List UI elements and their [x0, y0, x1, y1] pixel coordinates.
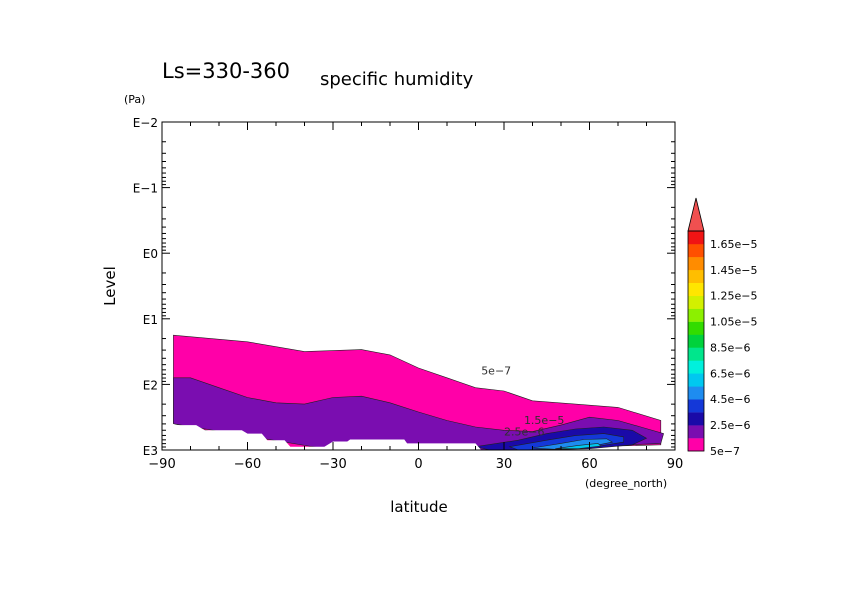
colorbar-label: 8.5e−6 [710, 342, 750, 355]
x-tick-label: 60 [581, 457, 598, 472]
colorbar-swatch [688, 412, 704, 426]
x-axis-unit: (degree_north) [585, 477, 667, 490]
chart-title-sub: specific humidity [320, 69, 474, 90]
colorbar-label: 1.25e−5 [710, 290, 757, 303]
colorbar-swatch [688, 269, 704, 283]
contour-label: 2.5e−6 [504, 426, 544, 439]
chart-title-main: Ls=330-360 [162, 59, 290, 83]
colorbar-swatch [688, 399, 704, 413]
colorbar: 5e−7 2.5e−6 4.5e−6 6.5e−6 8.5e−6 1.05e−5 1.25e… [687, 197, 757, 458]
contour-labels: 5e−7 1.5e−52.5e−6 [481, 365, 564, 439]
y-tick-label: E3 [143, 444, 158, 458]
colorbar-swatch [688, 373, 704, 387]
y-axis-label: Level [101, 266, 119, 306]
colorbar-label: 2.5e−6 [710, 419, 750, 432]
colorbar-swatch [688, 295, 704, 309]
colorbar-swatch [688, 438, 704, 452]
y-tick-label: E2 [143, 378, 158, 392]
x-tick-label: 0 [414, 457, 422, 472]
colorbar-swatch [688, 347, 704, 361]
colorbar-swatch [688, 282, 704, 296]
colorbar-label: 6.5e−6 [710, 367, 750, 380]
colorbar-swatch [688, 231, 704, 245]
colorbar-swatch [688, 425, 704, 439]
colorbar-frame [687, 230, 705, 452]
below-surface [173, 423, 482, 450]
colorbar-swatch [688, 256, 704, 271]
y-tick-label: E0 [143, 247, 158, 261]
colorbar-swatch [688, 308, 704, 322]
colorbar-swatch [688, 243, 704, 258]
colorbar-swatch [688, 360, 704, 374]
y-tick-label: E−2 [133, 116, 158, 130]
contour-regions [173, 334, 664, 451]
y-tick-label: E−1 [133, 182, 158, 196]
colorbar-swatch [688, 386, 704, 400]
colorbar-label: 1.65e−5 [710, 238, 757, 251]
axis-ticks: −90 −60 −30 0 30 60 90 E−2 E−1 E0 E1 E2 E3 [133, 116, 684, 472]
x-tick-label: −60 [234, 457, 261, 472]
colorbar-swatch [688, 334, 704, 348]
x-tick-label: −90 [148, 457, 175, 472]
colorbar-label: 1.45e−5 [710, 264, 757, 277]
colorbar-swatch [688, 321, 704, 335]
masked-region [173, 423, 482, 450]
colorbar-label: 5e−7 [710, 445, 740, 458]
contour-label: 1.5e−5 [524, 414, 564, 427]
y-axis-unit: (Pa) [124, 93, 145, 106]
y-tick-label: E1 [143, 313, 158, 327]
colorbar-label: 4.5e−6 [710, 393, 750, 406]
colorbar-label: 1.05e−5 [710, 316, 757, 329]
contour-label: 5e−7 [481, 365, 511, 378]
x-axis-label: latitude [390, 498, 448, 516]
colorbar-overflow-arrow [687, 197, 705, 232]
x-tick-label: 90 [667, 457, 684, 472]
x-tick-label: 30 [496, 457, 513, 472]
x-tick-label: −30 [319, 457, 346, 472]
